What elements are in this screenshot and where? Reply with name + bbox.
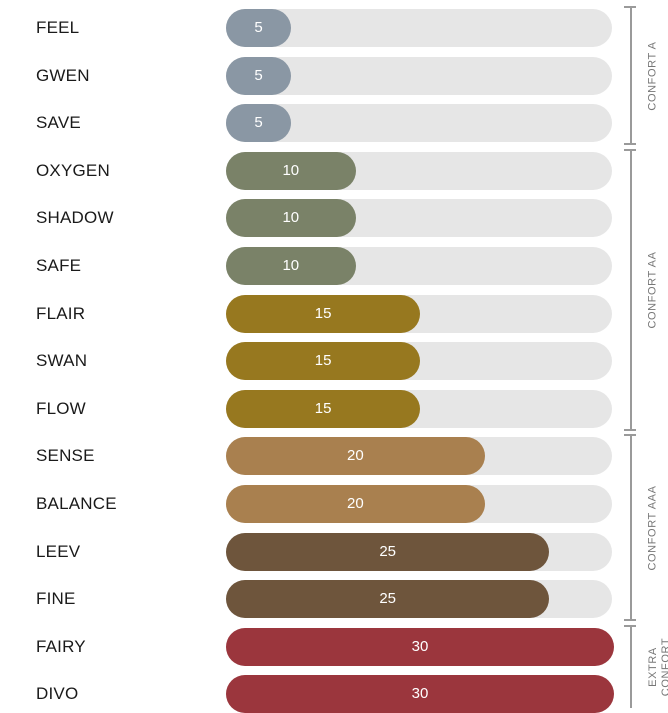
bar-value-label: 15 — [314, 352, 332, 370]
bar — [226, 294, 421, 333]
group-bracket-line — [630, 6, 632, 146]
bar — [226, 675, 614, 713]
group-bracket-tick — [624, 619, 636, 622]
category-label: LEEV — [36, 541, 81, 561]
bar-value-label: 25 — [379, 590, 397, 608]
group-label: CONFORT A — [646, 41, 659, 111]
group-label: CONFORT AA — [646, 251, 659, 329]
group-bracket-tick — [624, 434, 636, 437]
category-label: SAVE — [36, 113, 81, 133]
bar-value-label: 20 — [347, 495, 364, 512]
bar-value-label: 25 — [379, 542, 397, 560]
bar — [226, 627, 614, 666]
group-bracket-line — [630, 148, 632, 431]
category-label: FINE — [36, 589, 76, 609]
bar-value-label: 30 — [411, 685, 429, 703]
bar-value-label: 5 — [254, 66, 263, 84]
category-label: GWEN — [36, 65, 90, 85]
category-label: SENSE — [36, 446, 95, 466]
group-bracket-tick — [624, 624, 636, 627]
bar-value-label: 10 — [282, 161, 300, 179]
bar-value-label: 10 — [282, 257, 300, 274]
group-bracket-tick — [624, 428, 636, 431]
bar-value-label: 5 — [254, 19, 263, 36]
group-bracket-tick — [624, 143, 636, 146]
category-label: FAIRY — [36, 636, 86, 656]
group-bracket-tick — [624, 148, 636, 151]
bar — [226, 437, 485, 476]
bar — [226, 56, 291, 95]
bar — [226, 485, 485, 523]
group-label: CONFORT AAA — [646, 485, 659, 571]
bar — [226, 247, 356, 285]
bar-value-label: 20 — [347, 447, 364, 465]
category-label: FLOW — [36, 398, 86, 418]
bar-value-label: 10 — [282, 209, 300, 227]
category-label: OXYGEN — [36, 160, 110, 180]
bar-value-label: 5 — [254, 114, 263, 132]
group-bracket-line — [630, 624, 632, 708]
category-label: BALANCE — [36, 494, 117, 513]
bar — [226, 580, 550, 619]
category-label: FEEL — [36, 18, 80, 37]
group-label: EXTRA CONFORT — [647, 637, 668, 696]
bar-value-label: 30 — [411, 637, 429, 655]
bar — [226, 199, 356, 238]
bar — [226, 104, 291, 143]
bar-value-label: 15 — [314, 304, 332, 322]
bar — [226, 9, 291, 47]
category-label: SWAN — [36, 351, 88, 371]
bar — [226, 532, 550, 571]
category-label: FLAIR — [36, 303, 86, 323]
bar — [226, 389, 421, 428]
bar — [226, 342, 421, 381]
group-bracket-line — [630, 434, 632, 622]
bar-value-label: 15 — [314, 399, 332, 417]
category-label: DIVO — [36, 684, 79, 704]
group-bracket-tick — [624, 6, 636, 8]
bar — [226, 151, 356, 190]
category-label: SHADOW — [36, 208, 114, 228]
category-label: SAFE — [36, 256, 82, 275]
